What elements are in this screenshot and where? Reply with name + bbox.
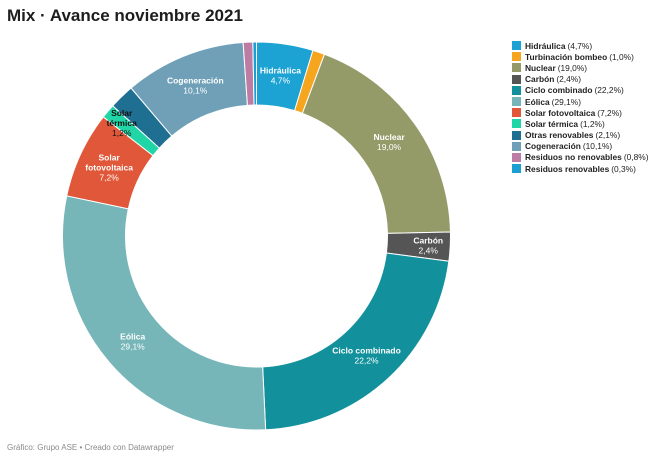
legend-item-ciclo-combinado: Ciclo combinado (22,2%) bbox=[512, 85, 648, 96]
legend-label: Nuclear bbox=[525, 62, 556, 73]
source-credit: Gráfico: Grupo ASE • Creado con Datawrap… bbox=[7, 443, 174, 452]
legend-item-residuos-renovables: Residuos renovables (0,3%) bbox=[512, 163, 648, 174]
legend-label: Solar fotovoltaica bbox=[525, 107, 596, 118]
slice-label-solar-termica: Solar térmica 1,2% bbox=[107, 108, 138, 138]
legend-value: (19,0%) bbox=[557, 62, 588, 73]
slice-label-nuclear: Nuclear 19,0% bbox=[373, 132, 405, 152]
legend-swatch bbox=[512, 130, 521, 140]
legend-swatch bbox=[512, 41, 521, 51]
slice-label-hidraulica: Hidráulica 4,7% bbox=[260, 65, 301, 85]
legend-swatch bbox=[512, 74, 521, 84]
slice-label-ciclo-combinado: Ciclo combinado 22,2% bbox=[332, 346, 400, 366]
legend-item-hidraulica: Hidráulica (4,7%) bbox=[512, 40, 648, 51]
legend-item-solar-fotovoltaica: Solar fotovoltaica (7,2%) bbox=[512, 107, 648, 118]
legend-label: Eólica bbox=[525, 96, 550, 107]
slice-eolica bbox=[62, 195, 267, 431]
chart-title: Mix · Avance noviembre 2021 bbox=[7, 6, 243, 25]
legend-label: Carbón bbox=[525, 74, 555, 85]
legend-swatch bbox=[512, 85, 521, 95]
legend-value: (29,1%) bbox=[551, 96, 581, 107]
legend-item-residuos-no-renovables: Residuos no renovables (0,8%) bbox=[512, 152, 648, 163]
slice-label-group: Hidráulica 4,7% Nuclear 19,0% Carbón 2,4% Cicl… bbox=[85, 65, 443, 365]
legend-label: Turbinación bombeo bbox=[525, 51, 608, 62]
legend-label: Hidráulica bbox=[525, 40, 566, 51]
legend-value: (0,8%) bbox=[623, 152, 649, 163]
legend-swatch bbox=[512, 152, 521, 162]
legend-swatch bbox=[512, 52, 521, 62]
legend-value: (22,2%) bbox=[594, 85, 624, 96]
legend-label: Ciclo combinado bbox=[525, 85, 593, 96]
legend-value: (0,3%) bbox=[611, 163, 636, 174]
legend-item-eolica: Eólica (29,1%) bbox=[512, 96, 648, 107]
donut-chart: Hidráulica 4,7% Nuclear 19,0% Carbón 2,4% Cicl… bbox=[62, 41, 451, 431]
legend-label: Residuos no renovables bbox=[525, 152, 622, 163]
legend-swatch bbox=[512, 97, 521, 107]
legend-swatch bbox=[512, 119, 521, 129]
legend-item-turbinacion-bombeo: Turbinación bombeo (1,0%) bbox=[512, 51, 648, 62]
legend-label: Otras renovables bbox=[525, 130, 594, 141]
slice-label-cogeneracion: Cogeneración 10,1% bbox=[167, 75, 224, 95]
legend-value: (2,4%) bbox=[556, 74, 581, 85]
legend: Hidráulica (4,7%) Turbinación bombeo (1,0%)… bbox=[512, 40, 648, 174]
legend-item-nuclear: Nuclear (19,0%) bbox=[512, 62, 648, 73]
legend-item-carbon: Carbón (2,4%) bbox=[512, 74, 648, 85]
slice-group bbox=[62, 41, 451, 431]
legend-value: (10,1%) bbox=[582, 141, 613, 152]
legend-value: (7,2%) bbox=[597, 107, 622, 118]
legend-label: Solar térmica bbox=[525, 118, 579, 129]
legend-item-solar-termica: Solar térmica (1,2%) bbox=[512, 118, 648, 129]
slice-ciclo-combinado bbox=[262, 252, 450, 431]
legend-value: (1,2%) bbox=[580, 118, 605, 129]
slice-residuos-renovables bbox=[252, 41, 257, 106]
legend-value: (1,0%) bbox=[609, 51, 634, 62]
legend-swatch bbox=[512, 141, 521, 151]
legend-value: (4,7%) bbox=[567, 40, 593, 51]
legend-label: Residuos renovables bbox=[525, 163, 610, 174]
legend-item-cogeneracion: Cogeneración (10,1%) bbox=[512, 141, 648, 152]
legend-swatch bbox=[512, 63, 521, 73]
legend-item-otras-renovables: Otras renovables (2,1%) bbox=[512, 130, 648, 141]
slice-label-carbon: Carbón 2,4% bbox=[413, 235, 443, 255]
legend-value: (2,1%) bbox=[595, 130, 621, 141]
legend-swatch bbox=[512, 108, 521, 118]
slice-label-solar-fotovoltaica: Solar fotovoltaica 7,2% bbox=[85, 153, 133, 183]
legend-swatch bbox=[512, 164, 521, 174]
legend-label: Cogeneración bbox=[525, 141, 581, 152]
slice-label-eolica: Eólica 29,1% bbox=[120, 331, 145, 351]
